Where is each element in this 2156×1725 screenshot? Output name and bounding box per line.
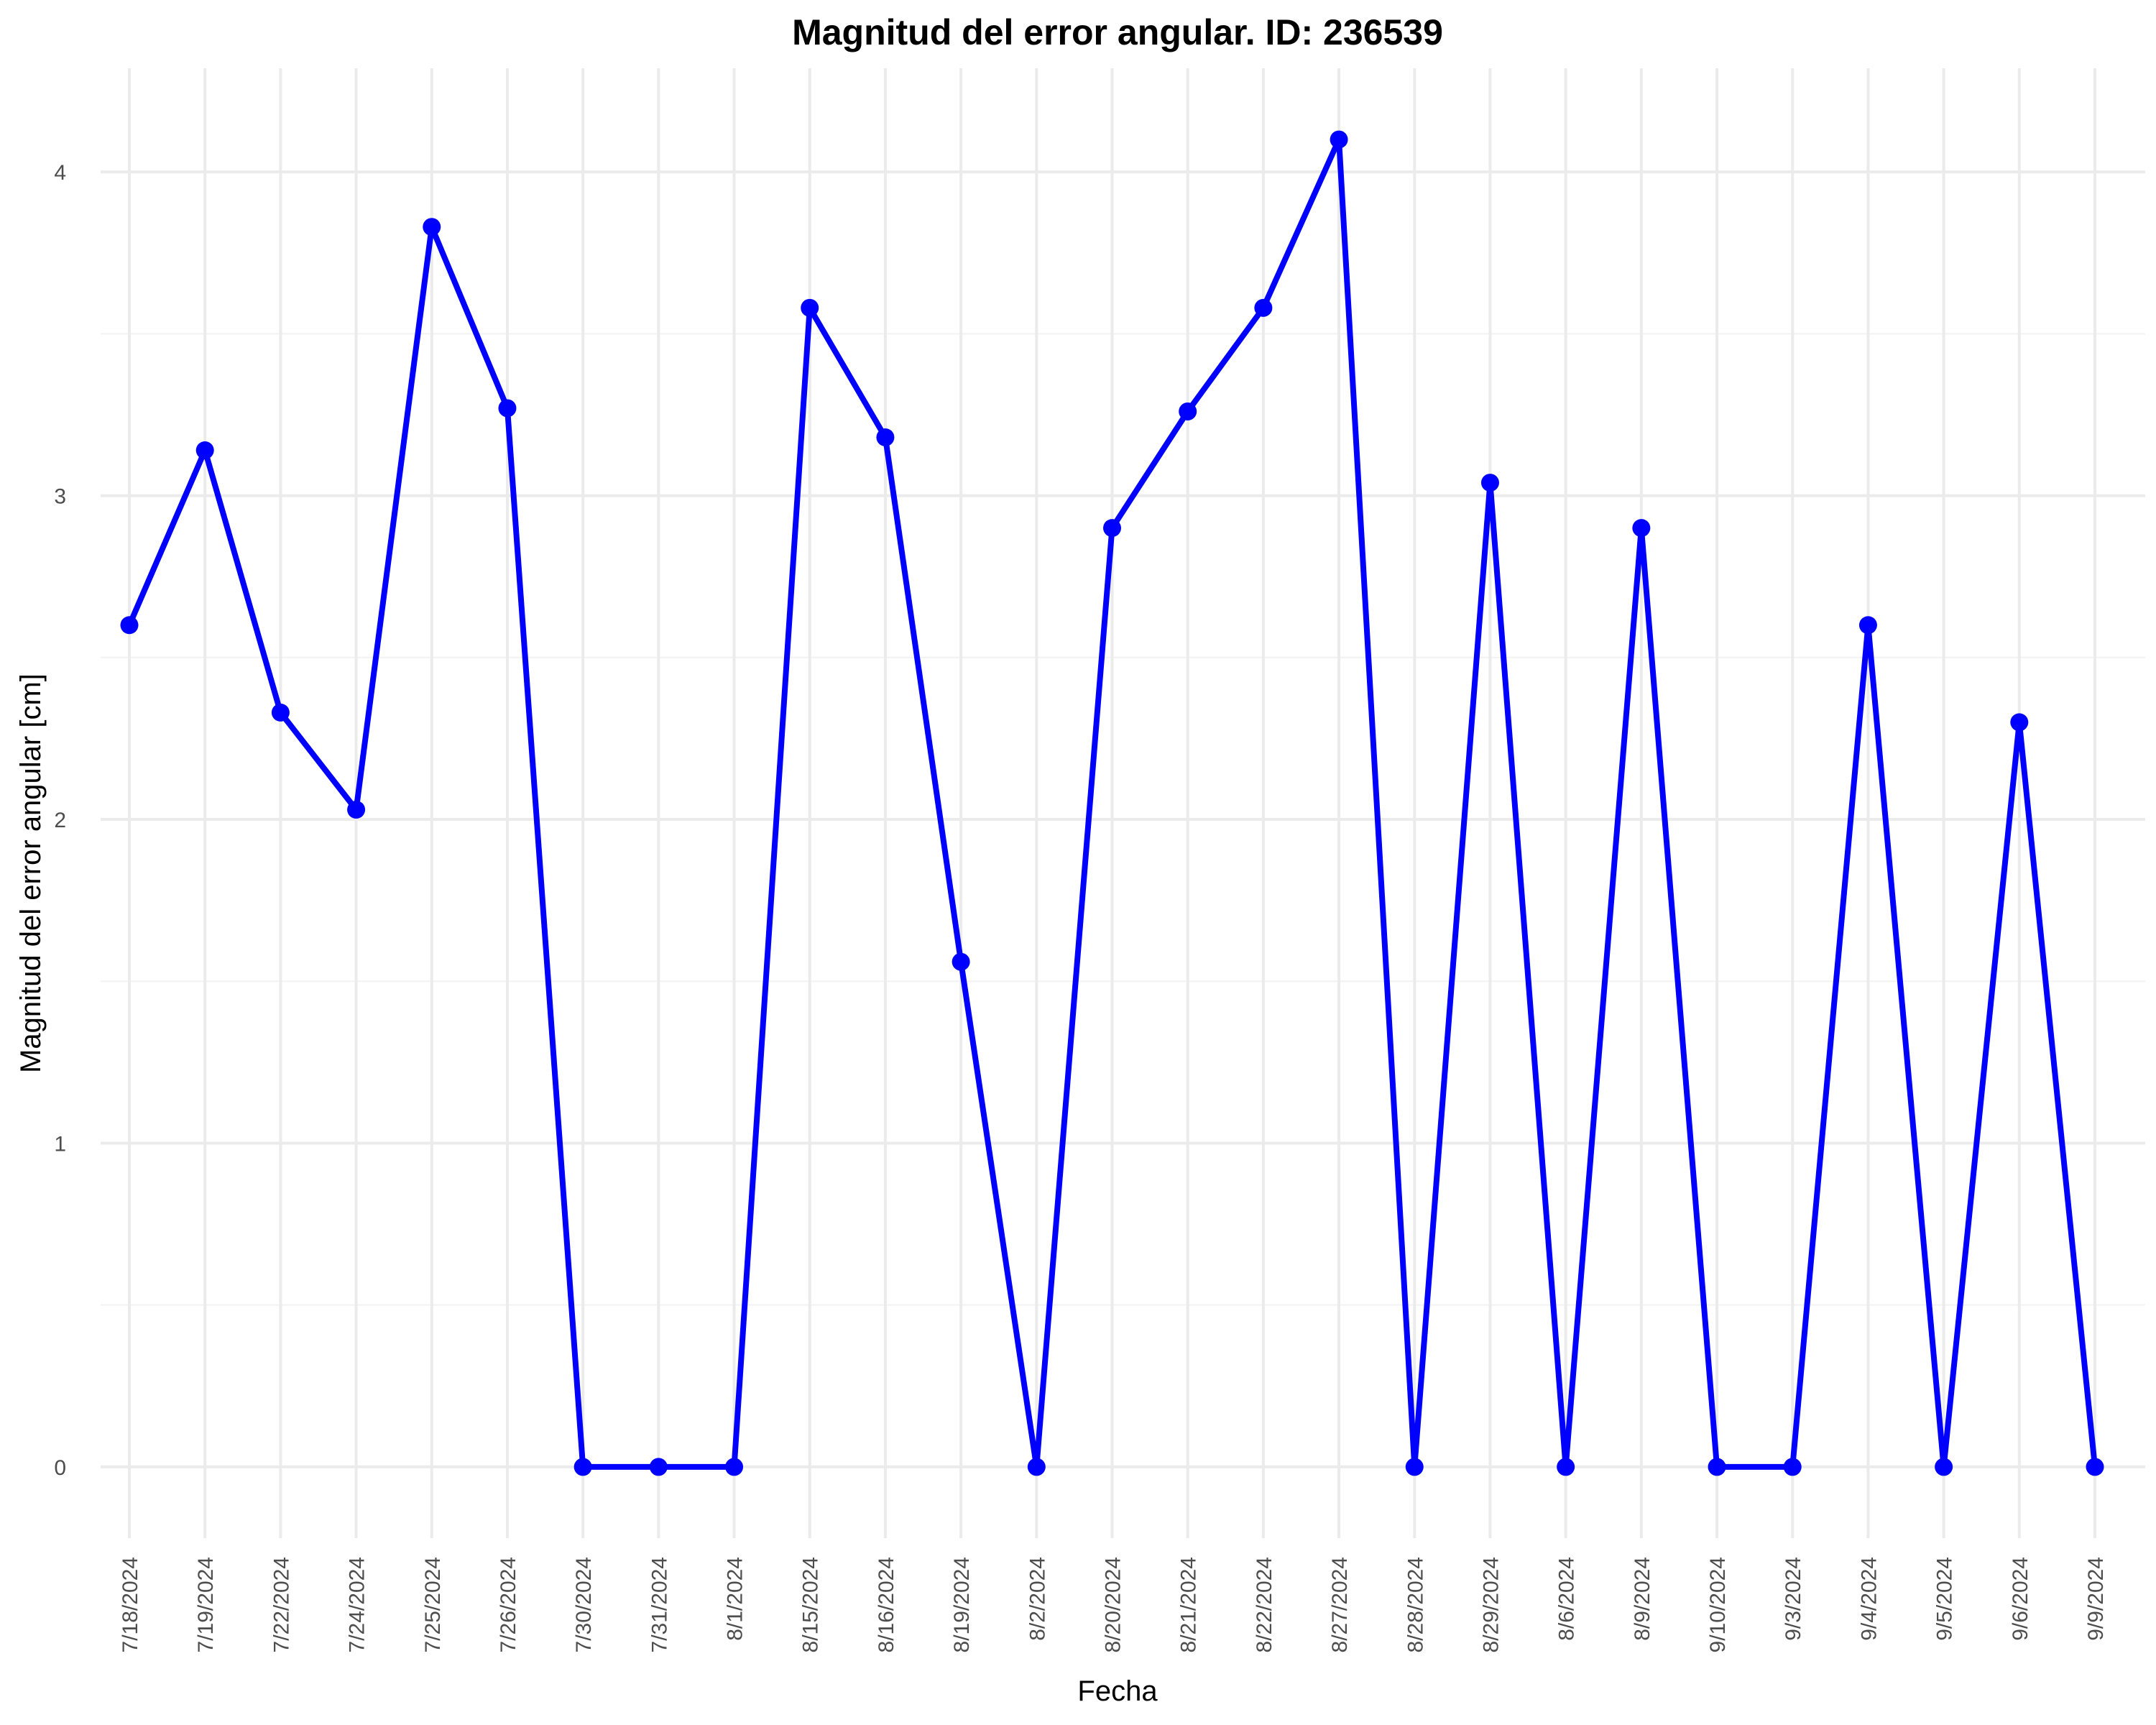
y-tick-label: 0: [54, 1456, 66, 1480]
grid: [101, 68, 2145, 1538]
data-point: [195, 441, 214, 460]
data-point: [1179, 402, 1197, 420]
x-tick-label: 7/18/2024: [119, 1557, 142, 1652]
x-tick-label: 8/1/2024: [724, 1557, 747, 1641]
data-point: [347, 801, 366, 819]
y-tick-label: 3: [54, 485, 66, 509]
x-tick-label: 9/9/2024: [2084, 1557, 2108, 1641]
x-tick-label: 8/22/2024: [1253, 1557, 1276, 1652]
x-tick-label: 8/20/2024: [1102, 1557, 1125, 1652]
data-point: [801, 298, 819, 317]
data-points: [120, 130, 2104, 1476]
x-axis-label: Fecha: [1077, 1675, 1158, 1707]
data-point: [1330, 130, 1348, 149]
data-point: [2010, 713, 2029, 732]
x-tick-label: 8/2/2024: [1026, 1557, 1049, 1641]
x-tick-label: 8/21/2024: [1177, 1557, 1201, 1652]
data-point: [1405, 1458, 1424, 1476]
x-tick-label: 8/28/2024: [1404, 1557, 1427, 1652]
data-point: [423, 218, 441, 236]
data-point: [2086, 1458, 2104, 1476]
x-tick-label: 8/15/2024: [799, 1557, 823, 1652]
chart-title: Magnitud del error angular. ID: 236539: [792, 12, 1443, 52]
x-tick-label: 7/26/2024: [497, 1557, 520, 1652]
x-tick-label: 8/29/2024: [1479, 1557, 1503, 1652]
x-tick-label: 9/10/2024: [1706, 1557, 1730, 1652]
y-axis-label: Magnitud del error angular [cm]: [15, 673, 47, 1073]
x-tick-label: 8/9/2024: [1631, 1557, 1654, 1641]
x-tick-label: 9/4/2024: [1857, 1557, 1881, 1641]
x-tick-label: 7/22/2024: [270, 1557, 293, 1652]
y-tick-label: 4: [54, 161, 66, 185]
x-axis-ticks: 7/18/2024 7/19/2024 7/22/2024 7/24/2024 7/25…: [119, 1557, 2108, 1652]
data-point: [1027, 1458, 1046, 1476]
y-axis-ticks: 0 1 2 3 4: [54, 161, 66, 1480]
data-point: [725, 1458, 744, 1476]
x-tick-label: 9/3/2024: [1782, 1557, 1805, 1641]
data-point: [1103, 519, 1121, 538]
data-point: [1783, 1458, 1802, 1476]
data-point: [1254, 298, 1273, 317]
x-tick-label: 7/25/2024: [421, 1557, 445, 1652]
data-point: [498, 399, 517, 418]
x-tick-label: 7/19/2024: [194, 1557, 218, 1652]
x-tick-label: 7/30/2024: [572, 1557, 596, 1652]
data-point: [876, 428, 895, 447]
x-tick-label: 7/31/2024: [648, 1557, 671, 1652]
data-point: [271, 703, 290, 722]
data-point: [1480, 474, 1499, 492]
data-point: [952, 952, 970, 971]
data-point: [120, 616, 139, 635]
data-point: [1935, 1458, 1953, 1476]
x-tick-label: 7/24/2024: [346, 1557, 369, 1652]
y-tick-label: 2: [54, 809, 66, 832]
x-tick-label: 8/6/2024: [1555, 1557, 1579, 1641]
data-point: [1708, 1458, 1726, 1476]
data-point: [573, 1458, 592, 1476]
data-point: [649, 1458, 668, 1476]
x-tick-label: 8/27/2024: [1328, 1557, 1352, 1652]
x-tick-label: 8/19/2024: [950, 1557, 974, 1652]
x-tick-label: 9/6/2024: [2009, 1557, 2032, 1641]
x-tick-label: 8/16/2024: [875, 1557, 898, 1652]
data-point: [1632, 519, 1651, 538]
data-point: [1858, 616, 1877, 635]
data-point: [1557, 1458, 1575, 1476]
y-tick-label: 1: [54, 1132, 66, 1156]
x-tick-label: 9/5/2024: [1933, 1557, 1957, 1641]
